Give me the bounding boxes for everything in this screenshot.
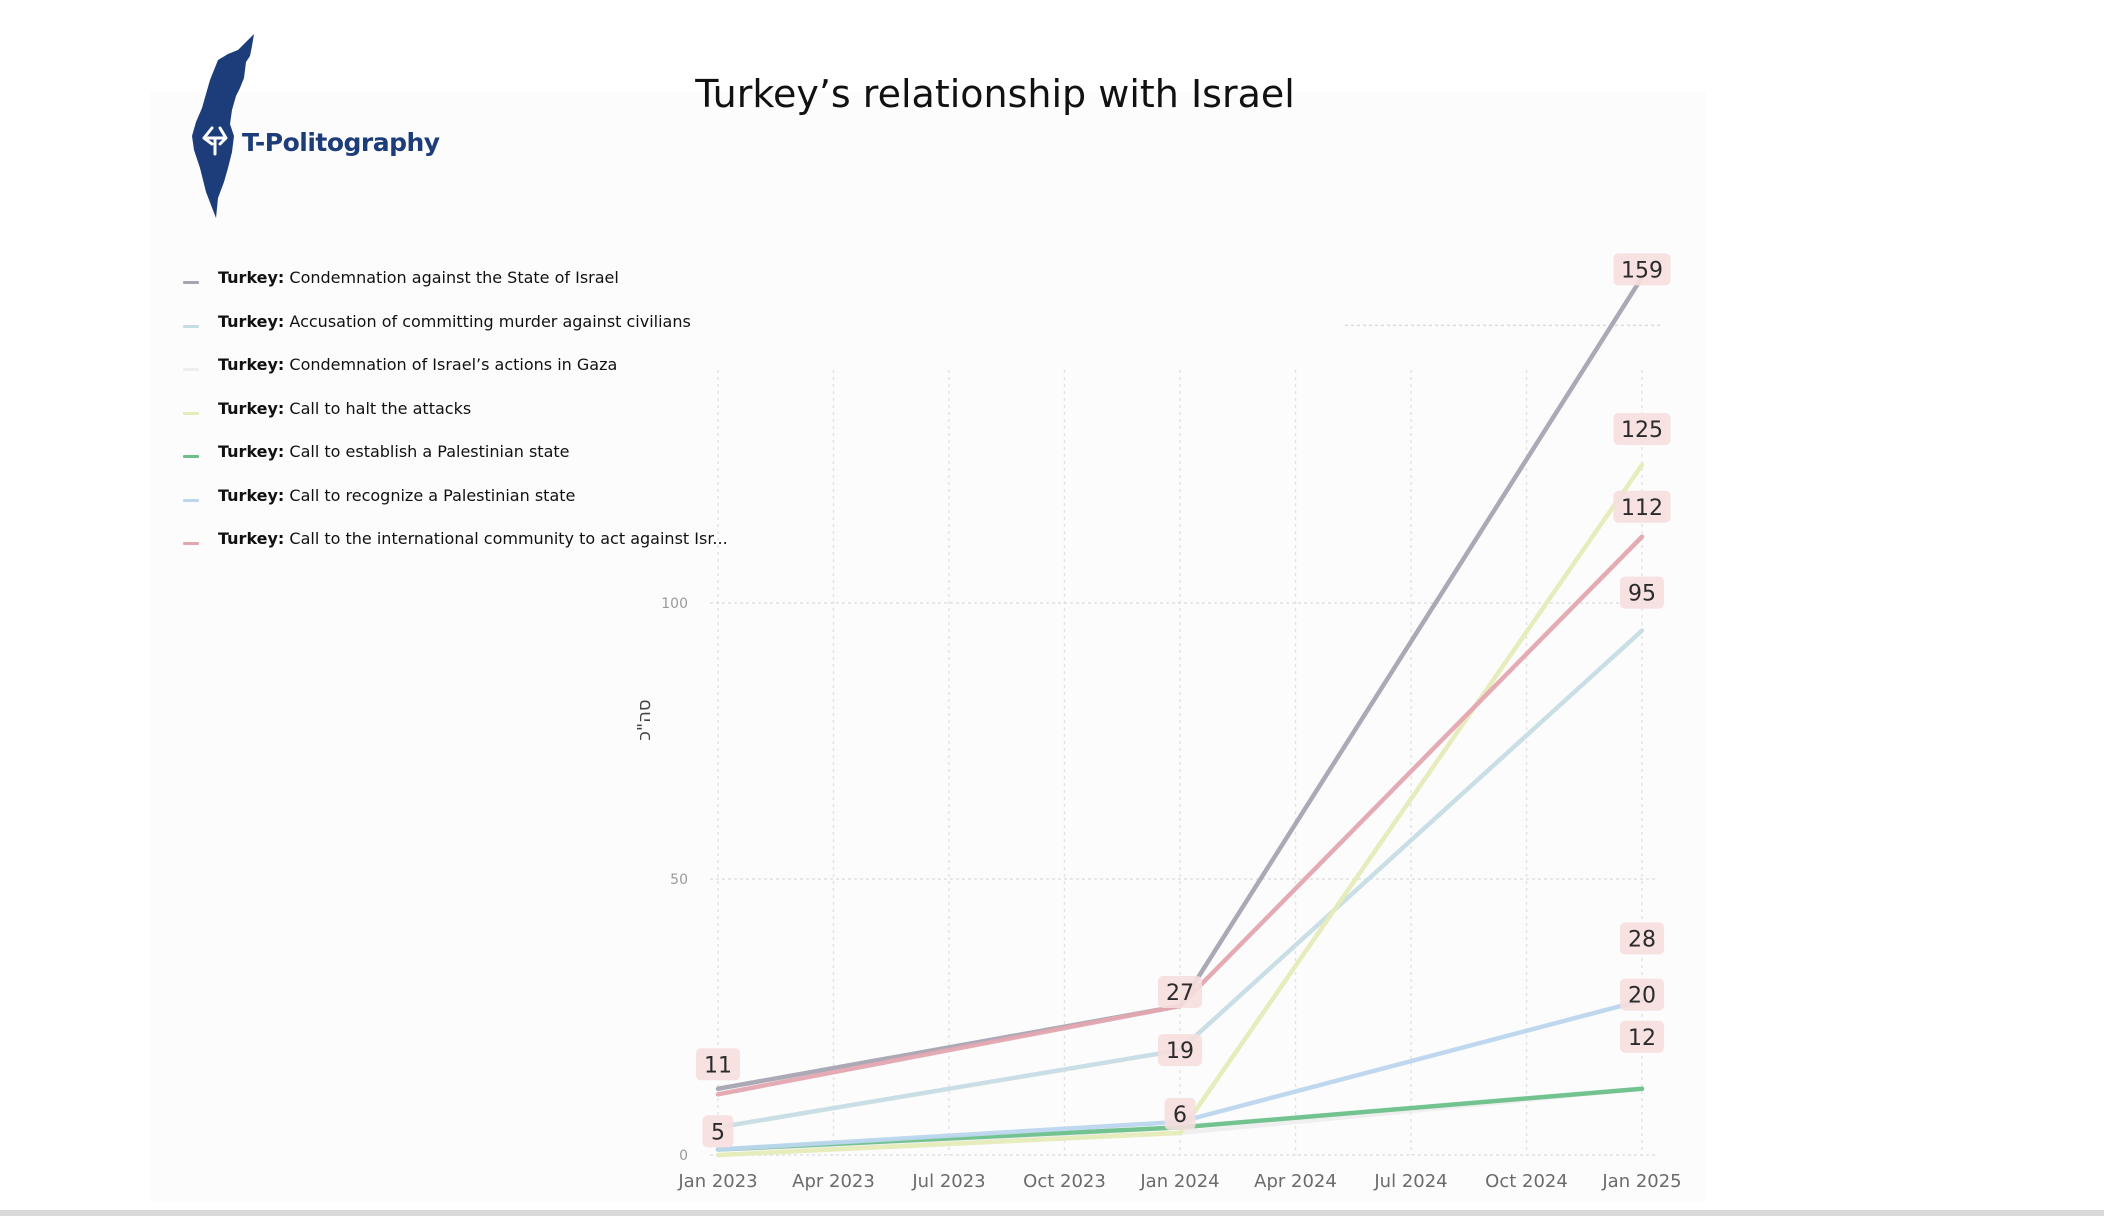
- data-label: 12: [1628, 1026, 1656, 1051]
- legend-swatch: [183, 368, 199, 371]
- x-tick-label: Apr 2023: [792, 1171, 875, 1192]
- data-label-box: [1164, 1097, 1196, 1130]
- legend-swatch: [183, 281, 199, 284]
- data-label: 112: [1621, 496, 1663, 521]
- data-label-box: [1620, 978, 1664, 1011]
- y-tick-label: 0: [679, 1148, 688, 1164]
- data-label: 28: [1628, 927, 1656, 952]
- legend-prefix: Turkey:: [218, 355, 285, 374]
- data-label: 19: [1166, 1039, 1194, 1064]
- logo-text: T-Politography: [242, 128, 440, 157]
- legend-prefix: Turkey:: [218, 268, 285, 287]
- legend-item[interactable]: Turkey: Call to the international commun…: [180, 527, 740, 571]
- x-tick-label: Jul 2024: [1373, 1171, 1447, 1192]
- x-tick-label: Oct 2023: [1023, 1171, 1106, 1192]
- legend-swatch: [183, 542, 199, 545]
- data-label: 159: [1621, 258, 1663, 283]
- legend-swatch: [183, 324, 199, 328]
- legend-prefix: Turkey:: [218, 529, 285, 548]
- legend-text: Call to recognize a Palestinian state: [284, 485, 576, 505]
- legend-item[interactable]: Turkey: Condemnation against the State o…: [180, 266, 740, 310]
- legend-label: Turkey: Condemnation against the State o…: [218, 268, 619, 287]
- legend-text: Call to the international community to a…: [284, 529, 728, 548]
- legend-prefix: Turkey:: [218, 398, 285, 418]
- data-label-box: [1158, 975, 1202, 1008]
- y-tick-label: 100: [661, 596, 688, 612]
- y-axis-label: סה"כ: [634, 699, 655, 740]
- legend-item[interactable]: Turkey: Accusation of committing murder …: [180, 310, 740, 354]
- legend-text: Condemnation of Israel’s actions in Gaza: [284, 355, 618, 374]
- legend-item[interactable]: Turkey: Call to halt the attacks: [180, 397, 740, 441]
- legend-swatch: [183, 498, 199, 502]
- data-label: 125: [1621, 418, 1663, 443]
- x-tick-label: Jan 2023: [677, 1171, 757, 1192]
- israel-map-logo-icon: [192, 34, 254, 218]
- data-label: 95: [1628, 582, 1656, 607]
- legend-item[interactable]: Turkey: Call to recognize a Palestinian …: [180, 484, 740, 528]
- data-label: 6: [1173, 1103, 1187, 1128]
- data-label-box: [696, 1048, 740, 1081]
- legend-swatch: [183, 411, 199, 415]
- data-label-box: [1620, 922, 1664, 955]
- legend-label: Turkey: Call to halt the attacks: [218, 399, 471, 418]
- data-label-box: [1613, 253, 1671, 286]
- x-tick-label: Jan 2024: [1139, 1171, 1219, 1192]
- data-label-box: [1620, 576, 1664, 609]
- data-label-box: [1613, 413, 1671, 445]
- data-label-box: [1158, 1034, 1202, 1067]
- legend-text: Accusation of committing murder against …: [284, 311, 691, 331]
- legend-text: Call to halt the attacks: [284, 398, 472, 418]
- legend-label: Turkey: Condemnation of Israel’s actions…: [218, 355, 617, 374]
- fork-arrows-icon: [202, 126, 228, 156]
- legend-label: Turkey: Call to establish a Palestinian …: [218, 442, 570, 461]
- series-line: [715, 462, 1645, 1158]
- data-label: 20: [1628, 984, 1656, 1009]
- page-title: Turkey’s relationship with Israel: [695, 72, 1295, 116]
- legend-swatch: [183, 455, 199, 458]
- legend-label: Turkey: Call to recognize a Palestinian …: [218, 486, 575, 505]
- data-label-box: [702, 1115, 734, 1148]
- legend-label: Turkey: Call to the international commun…: [218, 529, 728, 548]
- bottom-rule: [0, 1210, 2104, 1216]
- data-label: 11: [704, 1053, 732, 1078]
- legend-text: Call to establish a Palestinian state: [284, 442, 570, 461]
- chart-legend: Turkey: Condemnation against the State o…: [180, 266, 740, 571]
- legend-prefix: Turkey:: [218, 311, 285, 331]
- legend-item[interactable]: Turkey: Condemnation of Israel’s actions…: [180, 353, 740, 397]
- y-tick-label: 50: [670, 872, 688, 888]
- legend-label: Turkey: Accusation of committing murder …: [218, 312, 691, 331]
- chart-background: [150, 92, 1706, 1202]
- legend-text: Condemnation against the State of Israel: [284, 268, 619, 287]
- legend-item[interactable]: Turkey: Call to establish a Palestinian …: [180, 440, 740, 484]
- data-label: 27: [1166, 981, 1194, 1006]
- legend-prefix: Turkey:: [218, 442, 285, 461]
- x-tick-label: Jul 2023: [911, 1171, 985, 1192]
- legend-prefix: Turkey:: [218, 485, 285, 505]
- data-label: 5: [711, 1120, 725, 1145]
- data-label-box: [1613, 490, 1671, 523]
- map-silhouette-icon: [192, 34, 254, 218]
- x-tick-label: Oct 2024: [1485, 1171, 1568, 1192]
- x-tick-label: Apr 2024: [1254, 1171, 1337, 1192]
- series-line: [715, 534, 1645, 1097]
- x-tick-label: Jan 2025: [1601, 1171, 1681, 1192]
- data-label-box: [1620, 1020, 1664, 1053]
